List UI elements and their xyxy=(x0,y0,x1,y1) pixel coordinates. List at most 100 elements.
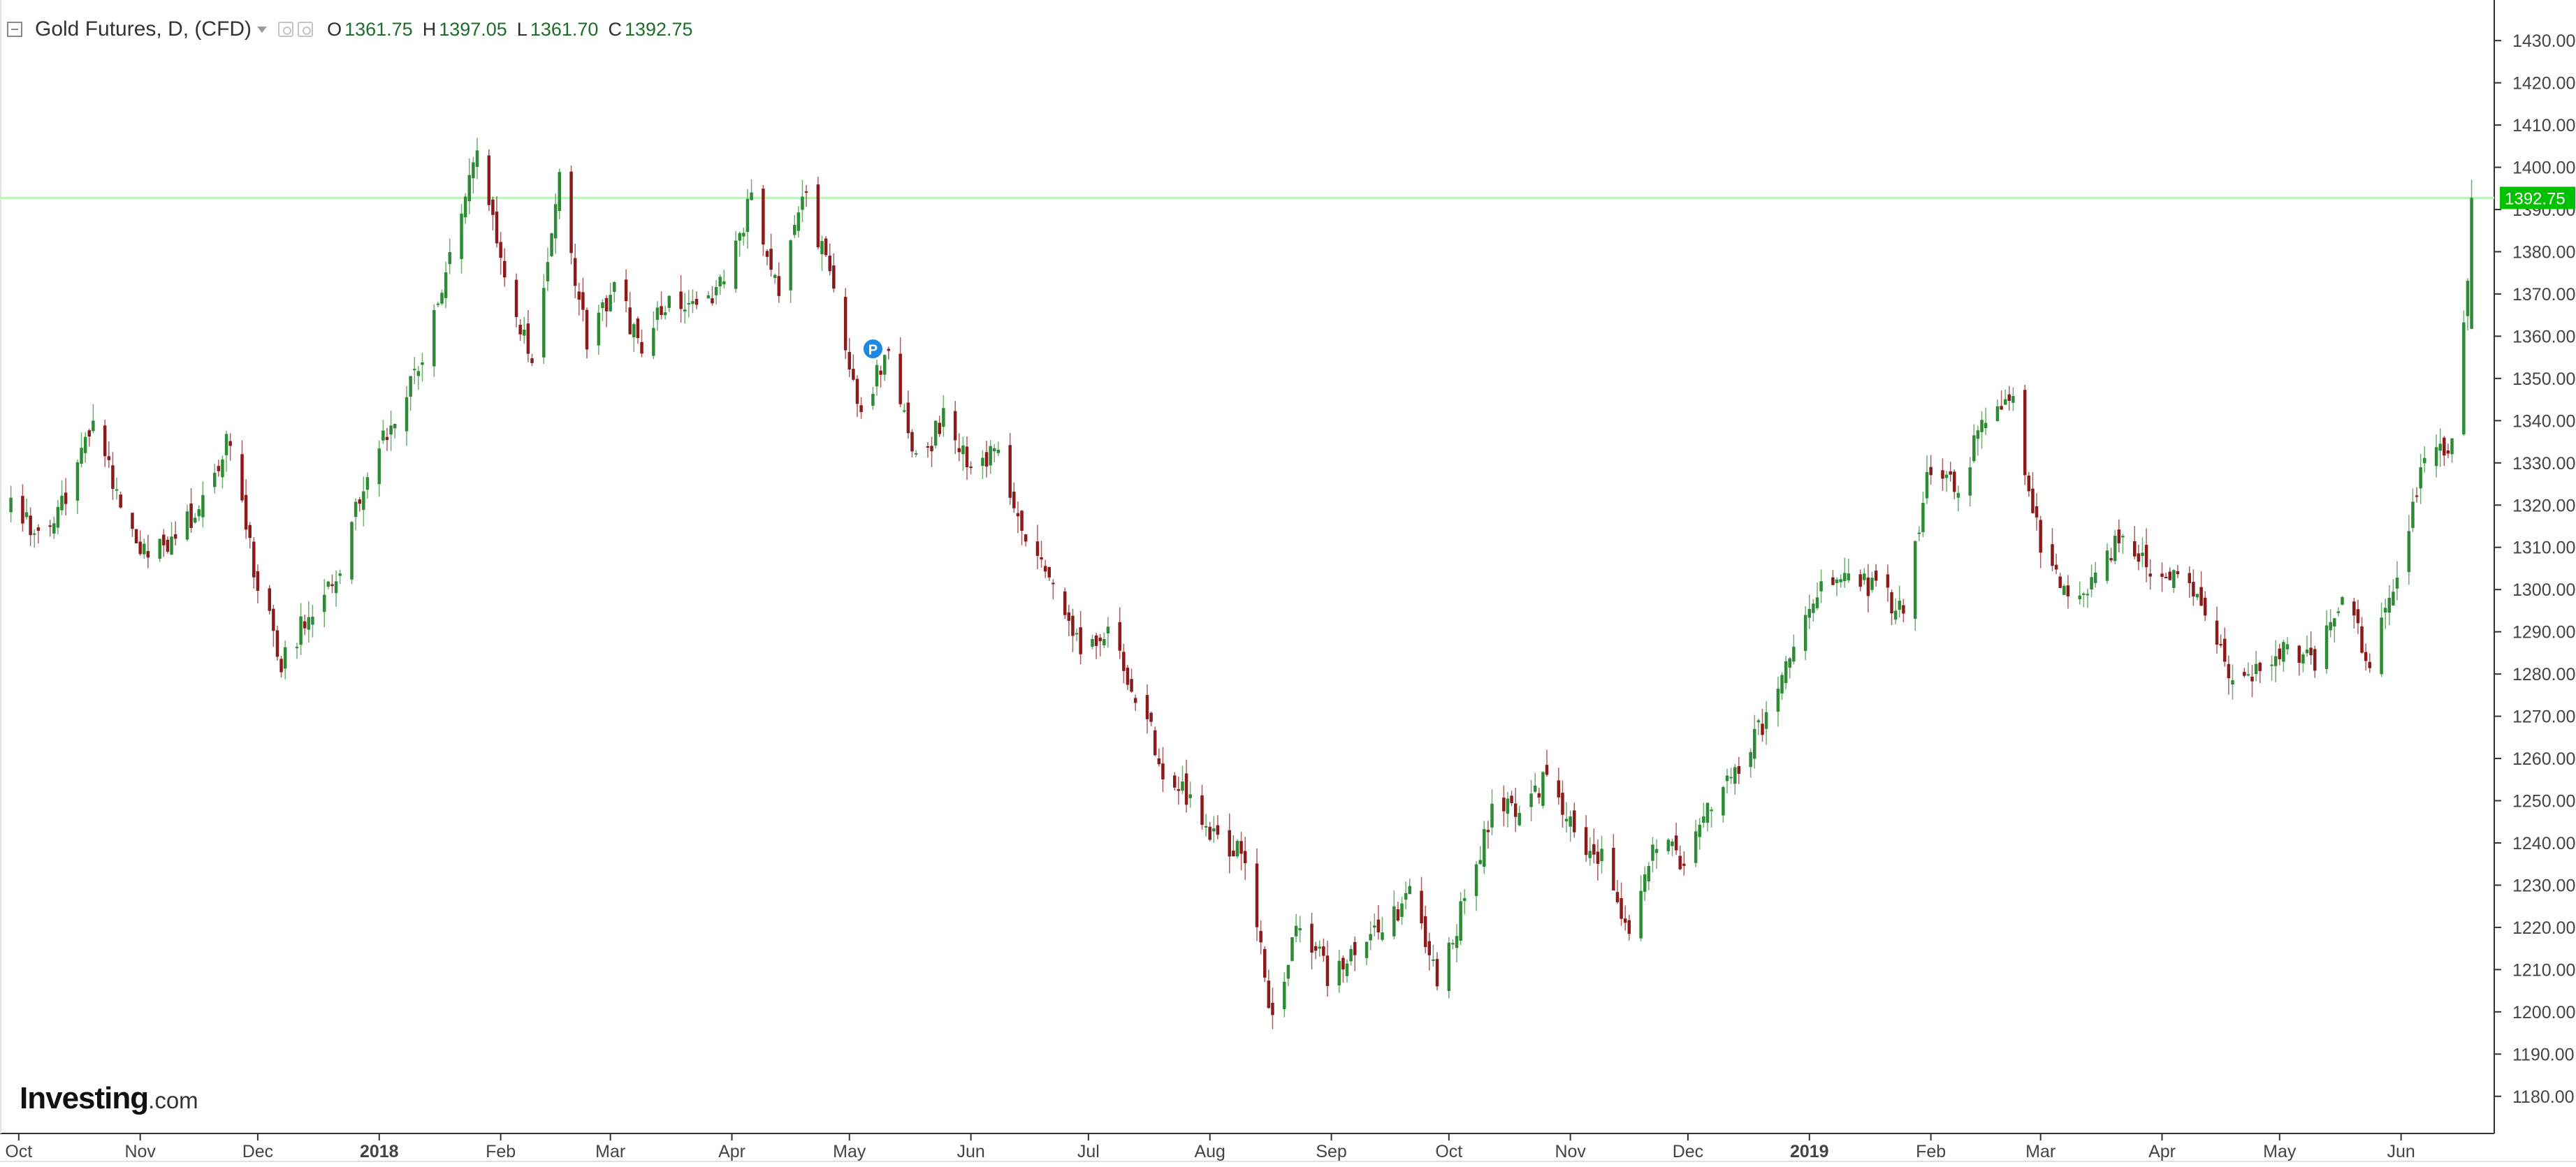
candle xyxy=(1941,458,1944,491)
candle xyxy=(1228,813,1232,874)
x-axis: Oct Nov Dec 2018 Feb Mar Apr May Jun Jul Aug Sep Oct… xyxy=(5,1133,2415,1161)
candle xyxy=(1298,916,1302,943)
candle xyxy=(558,168,562,219)
candle xyxy=(1843,557,1847,588)
candle-body xyxy=(1835,579,1839,583)
candle xyxy=(2023,384,2027,485)
candle-body xyxy=(228,441,232,446)
y-tick-label: 1330.00 xyxy=(2512,454,2575,474)
candle xyxy=(2203,591,2207,622)
candle xyxy=(2144,528,2148,582)
candle-body xyxy=(1094,635,1098,646)
candle xyxy=(852,354,855,381)
candle-body xyxy=(2282,642,2285,662)
candle xyxy=(679,275,683,323)
candle xyxy=(1427,932,1432,971)
candle-body xyxy=(1483,829,1486,867)
candle-body xyxy=(718,277,722,287)
candle xyxy=(1815,582,1819,610)
candle-body xyxy=(1071,615,1075,636)
candle xyxy=(906,390,910,439)
candle-body xyxy=(2199,587,2203,606)
candle xyxy=(938,416,941,437)
candle xyxy=(1674,823,1678,856)
candle-body xyxy=(1486,830,1490,832)
candle xyxy=(1592,828,1596,864)
candle-body xyxy=(1537,793,1541,798)
candle-body xyxy=(33,533,36,535)
candle xyxy=(119,491,122,509)
candle xyxy=(1671,838,1674,856)
candle-body xyxy=(1181,781,1184,791)
candle xyxy=(1349,945,1353,966)
candle-body xyxy=(1020,511,1024,531)
candle-body xyxy=(381,430,385,441)
candle-body xyxy=(1815,597,1819,608)
candle xyxy=(389,411,393,451)
candle xyxy=(1612,834,1615,891)
candle-body xyxy=(189,503,193,529)
candle-body xyxy=(628,307,632,335)
candle xyxy=(518,318,522,342)
candle xyxy=(2243,668,2246,678)
candle-body xyxy=(1376,919,1381,933)
candle xyxy=(1870,571,1874,593)
candle xyxy=(718,274,722,295)
candle xyxy=(1322,938,1325,962)
high-value: H 1397.05 xyxy=(423,19,507,41)
candle-body xyxy=(503,260,507,278)
candle xyxy=(475,138,479,179)
candle-body xyxy=(1953,471,1956,492)
candle-body xyxy=(2243,672,2246,676)
candle xyxy=(354,498,358,531)
candle xyxy=(1474,860,1478,911)
candle-body xyxy=(131,513,134,529)
candle-body xyxy=(2109,558,2113,561)
candle-body xyxy=(2082,593,2086,595)
candle xyxy=(1702,802,1705,828)
candle-body xyxy=(801,196,804,210)
settings-icon[interactable] xyxy=(278,22,294,37)
candle xyxy=(2395,561,2399,601)
candle xyxy=(1812,599,1815,622)
close-icon[interactable] xyxy=(298,22,314,37)
candle xyxy=(1483,821,1486,874)
x-tick-label: 2018 xyxy=(360,1142,399,1161)
candle xyxy=(1016,501,1020,534)
candle xyxy=(146,534,150,568)
candle-body xyxy=(2270,664,2273,666)
candle-body xyxy=(416,371,421,376)
candle xyxy=(1666,837,1671,855)
candle xyxy=(2329,609,2332,638)
candle-body xyxy=(143,543,146,555)
candle-body xyxy=(847,351,852,370)
candle-body xyxy=(953,411,957,441)
y-tick-label: 1310.00 xyxy=(2512,538,2575,558)
candle-body xyxy=(499,242,502,258)
candle-body xyxy=(820,241,824,254)
candle xyxy=(212,464,217,494)
candle-body xyxy=(553,204,558,239)
chevron-down-icon[interactable] xyxy=(257,26,268,33)
collapse-icon[interactable] xyxy=(7,22,22,37)
candle xyxy=(2309,631,2313,665)
candle-body xyxy=(734,240,738,289)
candle xyxy=(103,419,107,467)
y-tick-label: 1290.00 xyxy=(2512,623,2575,643)
candle xyxy=(2446,443,2450,459)
candle-body xyxy=(859,405,863,413)
candle-body xyxy=(377,448,381,485)
candle xyxy=(2470,179,2473,330)
candle-body xyxy=(2466,280,2470,316)
candle-body xyxy=(1949,471,1952,475)
candle-body xyxy=(413,369,416,371)
candle-body xyxy=(29,515,32,536)
candle xyxy=(1373,913,1376,937)
candle-body xyxy=(1047,566,1051,578)
candle xyxy=(2223,627,2227,667)
candle-body xyxy=(1184,773,1188,805)
candle xyxy=(1047,566,1051,581)
candle-body xyxy=(2011,396,2015,403)
candle xyxy=(2411,488,2415,532)
